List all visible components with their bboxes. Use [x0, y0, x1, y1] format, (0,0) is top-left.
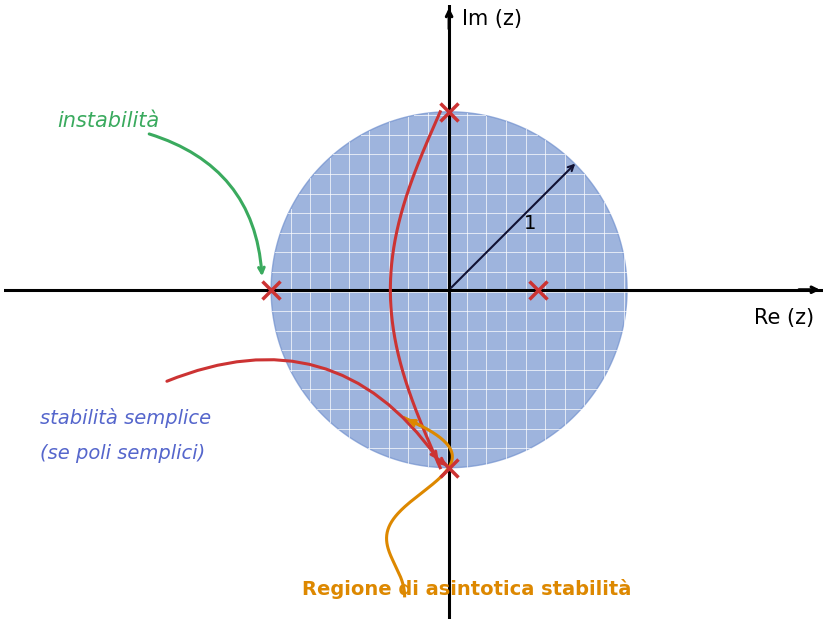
Text: stabilità semplice: stabilità semplice — [40, 408, 211, 428]
Text: (se poli semplici): (se poli semplici) — [40, 444, 205, 463]
Text: Im (z): Im (z) — [461, 9, 522, 29]
Polygon shape — [271, 112, 627, 468]
Text: instabilità: instabilità — [58, 110, 160, 130]
Text: Regione di asintotica stabilità: Regione di asintotica stabilità — [302, 578, 632, 599]
Text: Re (z): Re (z) — [753, 308, 814, 328]
Text: 1: 1 — [523, 214, 536, 233]
